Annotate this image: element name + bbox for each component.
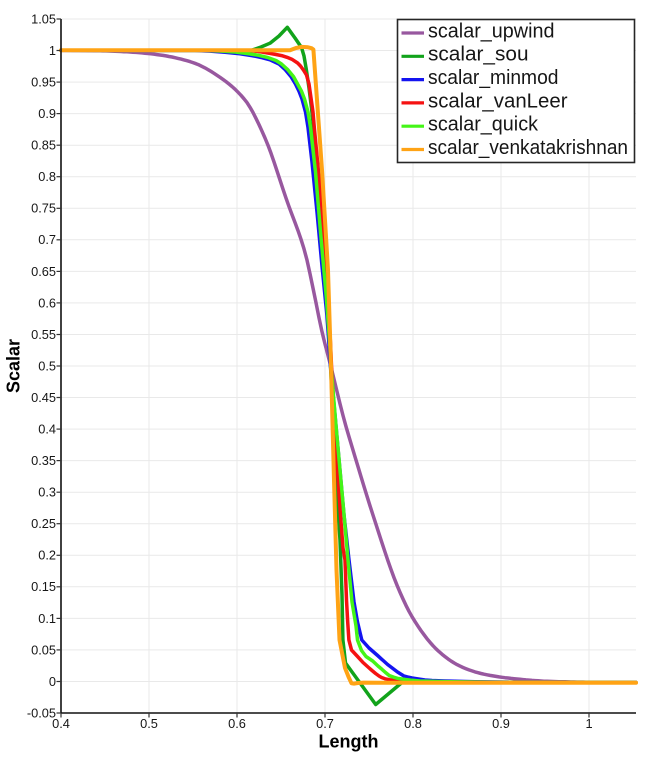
svg-text:0.1: 0.1: [38, 611, 56, 626]
svg-text:0.6: 0.6: [228, 716, 246, 731]
svg-text:0.45: 0.45: [31, 390, 56, 405]
svg-text:0.55: 0.55: [31, 327, 56, 342]
svg-text:scalar_minmod: scalar_minmod: [428, 67, 559, 89]
svg-text:Scalar: Scalar: [4, 339, 24, 393]
svg-text:scalar_venkatakrishnan: scalar_venkatakrishnan: [428, 137, 628, 159]
svg-text:0.35: 0.35: [31, 453, 56, 468]
svg-text:1: 1: [49, 43, 56, 58]
svg-text:0.25: 0.25: [31, 516, 56, 531]
svg-text:1.05: 1.05: [31, 11, 56, 26]
svg-text:scalar_quick: scalar_quick: [428, 114, 539, 136]
svg-text:0.3: 0.3: [38, 485, 56, 500]
svg-text:0.15: 0.15: [31, 579, 56, 594]
svg-text:1: 1: [585, 716, 592, 731]
svg-text:scalar_sou: scalar_sou: [428, 44, 529, 66]
svg-text:0.2: 0.2: [38, 548, 56, 563]
svg-text:0.7: 0.7: [38, 232, 56, 247]
svg-text:scalar_vanLeer: scalar_vanLeer: [428, 90, 568, 112]
svg-text:0.5: 0.5: [38, 358, 56, 373]
svg-text:scalar_upwind: scalar_upwind: [428, 20, 555, 42]
svg-text:0.95: 0.95: [31, 75, 56, 90]
svg-text:0.5: 0.5: [140, 716, 158, 731]
svg-text:0.85: 0.85: [31, 138, 56, 153]
svg-text:0.4: 0.4: [52, 716, 70, 731]
svg-text:0.65: 0.65: [31, 264, 56, 279]
svg-text:0.9: 0.9: [38, 106, 56, 121]
svg-text:0.4: 0.4: [38, 422, 56, 437]
svg-text:Length: Length: [319, 732, 379, 752]
svg-text:0.8: 0.8: [38, 169, 56, 184]
svg-text:0.05: 0.05: [31, 642, 56, 657]
svg-text:0.6: 0.6: [38, 295, 56, 310]
svg-text:0: 0: [49, 674, 56, 689]
svg-text:-0.05: -0.05: [27, 705, 56, 720]
svg-text:0.7: 0.7: [316, 716, 334, 731]
svg-text:0.9: 0.9: [492, 716, 510, 731]
svg-text:0.8: 0.8: [404, 716, 422, 731]
svg-text:0.75: 0.75: [31, 201, 56, 216]
